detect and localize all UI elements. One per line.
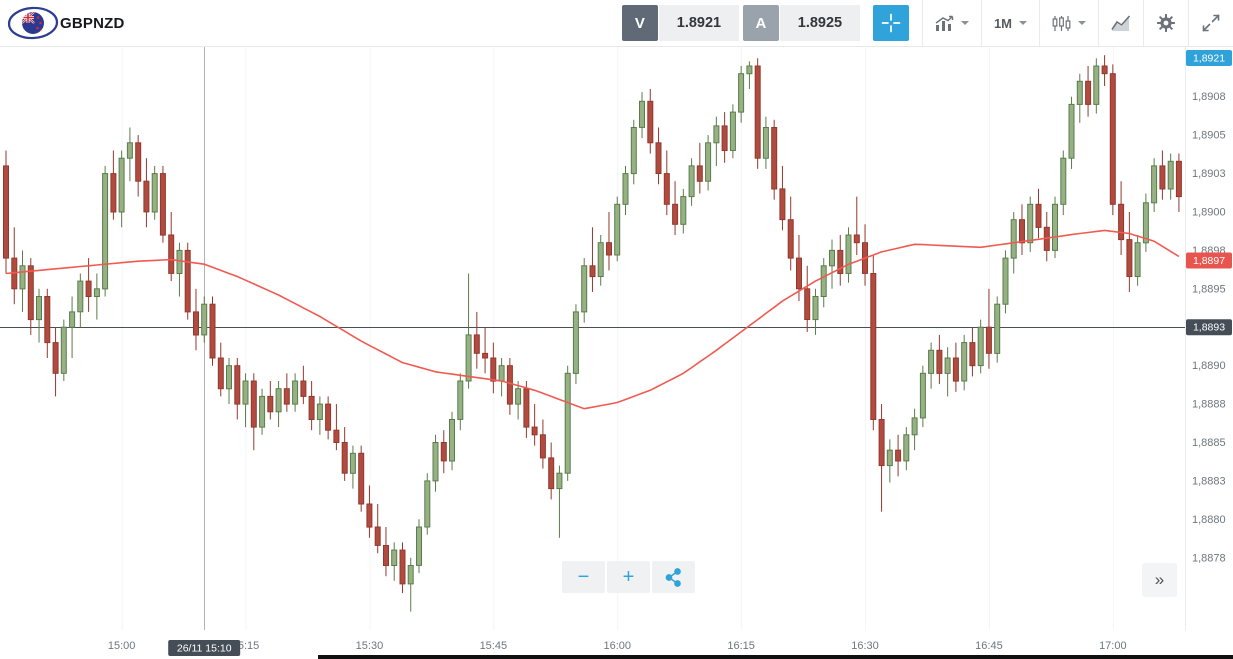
toolbar-separator — [1143, 0, 1144, 46]
svg-text:1,8893: 1,8893 — [1193, 322, 1225, 334]
svg-text:1,8883: 1,8883 — [1192, 475, 1226, 487]
svg-text:1,8903: 1,8903 — [1192, 168, 1226, 180]
expand-panel-button[interactable]: » — [1142, 563, 1177, 597]
chevron-down-icon — [1019, 21, 1027, 25]
svg-text:1,8897: 1,8897 — [1193, 255, 1225, 267]
svg-text:1,8895: 1,8895 — [1192, 283, 1226, 295]
chart-region: 1,8908 1,8905 1,8903 1,8900 1,8898 1,8895 1,88… — [0, 46, 1233, 659]
svg-text:16:30: 16:30 — [851, 640, 879, 652]
fullscreen-toggle-button[interactable] — [1189, 0, 1233, 46]
toolbar-separator — [921, 0, 923, 46]
toolbar-separator — [1039, 0, 1040, 46]
symbol-title: GBPNZD — [60, 14, 125, 32]
share-icon — [665, 567, 681, 587]
svg-text:16:00: 16:00 — [603, 640, 631, 652]
toolbar: GBPNZD V 1.8921 A 1.8925 — [0, 0, 1233, 47]
buy-button[interactable]: A — [742, 5, 779, 41]
gbpnzd-flag-icon — [7, 6, 59, 40]
indicators-icon — [1111, 14, 1131, 31]
gear-icon — [1157, 14, 1175, 32]
fullscreen-toggle-icon — [1202, 14, 1220, 32]
sell-button[interactable]: V — [621, 5, 658, 41]
toolbar-separator — [1098, 0, 1099, 46]
zoom-controls: − + — [562, 561, 695, 593]
trade-buttons: V 1.8921 A 1.8925 — [621, 0, 860, 46]
crosshair-icon — [881, 13, 901, 33]
crosshair-tool-button[interactable] — [872, 5, 909, 41]
svg-text:1,8908: 1,8908 — [1192, 91, 1226, 103]
toolbar-actions: V 1.8921 A 1.8925 — [621, 0, 1233, 46]
indicators-button[interactable] — [1099, 0, 1143, 46]
timeframe-label: 1M — [993, 15, 1012, 31]
candle-style-button[interactable] — [1040, 0, 1098, 46]
svg-text:15:00: 15:00 — [108, 640, 136, 652]
zoom-out-button[interactable]: − — [562, 561, 605, 593]
svg-text:1,8900: 1,8900 — [1192, 206, 1226, 218]
buy-price[interactable]: 1.8925 — [779, 5, 860, 41]
svg-text:1,8878: 1,8878 — [1192, 552, 1226, 564]
zoom-in-button[interactable]: + — [607, 561, 650, 593]
svg-text:15:45: 15:45 — [480, 640, 508, 652]
sell-price[interactable]: 1.8921 — [658, 5, 739, 41]
svg-text:26/11 15:10: 26/11 15:10 — [177, 643, 232, 655]
toolbar-separator — [1188, 0, 1189, 46]
timeframe-button[interactable]: 1M — [982, 0, 1039, 46]
svg-text:1,8880: 1,8880 — [1192, 514, 1226, 526]
flag-annotation-ellipse — [7, 6, 59, 40]
chart-type-icon — [935, 15, 954, 31]
candles-icon — [1052, 15, 1071, 31]
svg-text:1,8890: 1,8890 — [1192, 360, 1226, 372]
svg-text:16:45: 16:45 — [975, 640, 1003, 652]
share-button[interactable] — [652, 561, 695, 593]
svg-text:1,8888: 1,8888 — [1192, 399, 1226, 411]
candlestick-chart[interactable]: 1,89081,89051,89031,89001,88981,88951,88… — [0, 46, 1233, 659]
toolbar-separator — [980, 0, 982, 46]
chevron-down-icon — [1078, 21, 1086, 25]
svg-text:1,8921: 1,8921 — [1193, 53, 1225, 65]
svg-text:17:00: 17:00 — [1099, 640, 1127, 652]
svg-text:1,8905: 1,8905 — [1192, 130, 1226, 142]
chart-type-button[interactable] — [923, 0, 981, 46]
svg-text:16:15: 16:15 — [727, 640, 755, 652]
svg-text:1,8885: 1,8885 — [1192, 437, 1226, 449]
chevron-down-icon — [960, 21, 969, 25]
svg-text:15:30: 15:30 — [356, 640, 384, 652]
instrument-flag — [4, 2, 60, 44]
settings-button[interactable] — [1144, 0, 1188, 46]
